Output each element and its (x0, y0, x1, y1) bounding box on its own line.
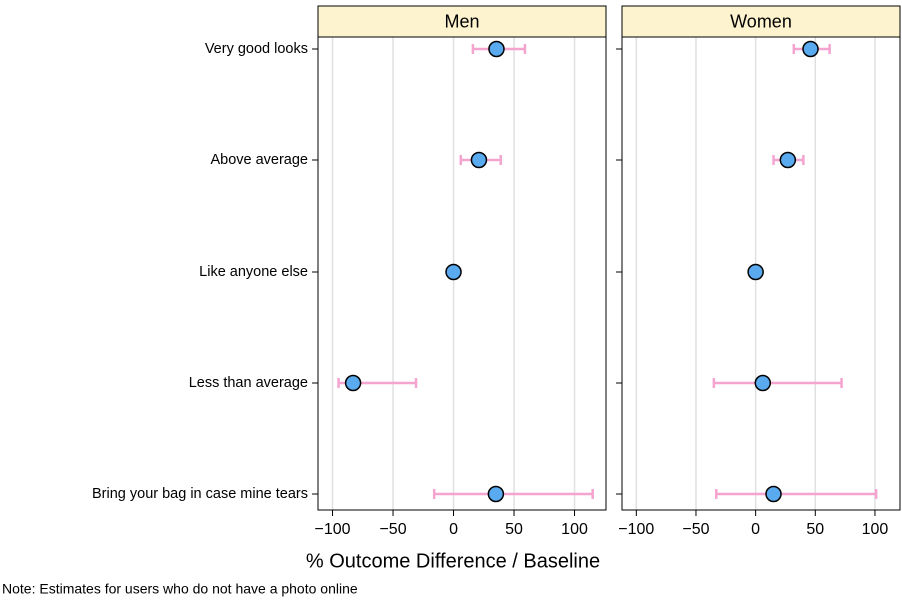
y-tick-label: Above average (210, 152, 308, 168)
point (488, 40, 505, 58)
x-tick-label: −100 (618, 521, 654, 538)
x-tick-label: 0 (751, 521, 760, 538)
strip (621, 5, 901, 38)
panel-frame (317, 36, 607, 511)
point (487, 485, 505, 503)
panel-frame (621, 36, 901, 511)
x-tick-label: 50 (806, 521, 824, 538)
point (344, 374, 362, 392)
y-tick-label: Like anyone else (199, 264, 308, 280)
error-bar (712, 378, 843, 388)
y-tick-label: Bring your bag in case mine tears (92, 486, 308, 502)
x-tick-label: −50 (682, 521, 709, 538)
x-axis-label: % Outcome Difference / Baseline (306, 550, 600, 572)
panel-title: Women (730, 11, 792, 31)
strip (317, 5, 607, 38)
point (802, 40, 819, 58)
y-tick-label: Less than average (189, 375, 308, 391)
point (747, 263, 764, 281)
x-tick-label: 100 (862, 521, 889, 538)
point (754, 374, 772, 392)
point (445, 263, 462, 281)
note: Note: Estimates for users who do not hav… (2, 581, 358, 597)
error-bar (715, 489, 878, 499)
panel-title: Men (444, 11, 479, 31)
y-tick-label: Very good looks (205, 41, 308, 57)
x-tick-label: −100 (314, 521, 350, 538)
x-tick-label: 100 (561, 521, 588, 538)
point (470, 151, 488, 169)
x-tick-label: 50 (505, 521, 523, 538)
point (779, 151, 797, 169)
point (765, 485, 782, 503)
error-bar (432, 489, 594, 499)
x-tick-label: −50 (379, 521, 406, 538)
x-tick-label: 0 (449, 521, 458, 538)
